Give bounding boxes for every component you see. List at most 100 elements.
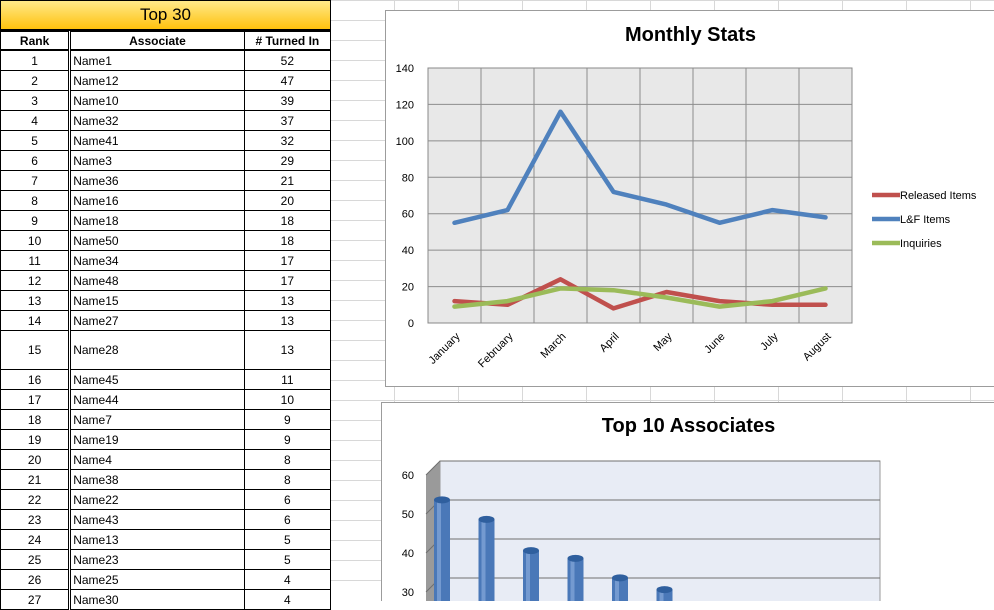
associate-cell[interactable]: Name19 <box>68 429 245 450</box>
rank-cell[interactable]: 13 <box>0 290 71 311</box>
associate-header[interactable]: Associate <box>68 31 245 51</box>
turned-in-cell[interactable]: 4 <box>243 569 332 590</box>
table-row: 22 Name22 6 <box>0 489 332 510</box>
monthly-stats-chart[interactable]: Monthly Stats 0 20 40 60 80 100 120 140 January F… <box>385 10 994 387</box>
associate-cell[interactable]: Name34 <box>68 250 245 271</box>
rank-cell[interactable]: 18 <box>0 409 71 430</box>
associate-cell[interactable]: Name28 <box>68 330 245 370</box>
associate-cell[interactable]: Name48 <box>68 270 245 291</box>
bar <box>434 499 450 601</box>
turned-in-cell[interactable]: 39 <box>243 90 332 111</box>
associate-cell[interactable]: Name15 <box>68 290 245 311</box>
associate-cell[interactable]: Name43 <box>68 509 245 530</box>
bar-highlight <box>615 577 619 601</box>
turned-in-cell[interactable]: 9 <box>243 409 332 430</box>
turned-in-cell[interactable]: 10 <box>243 389 332 410</box>
rank-cell[interactable]: 3 <box>0 90 71 111</box>
associate-cell[interactable]: Name22 <box>68 489 245 510</box>
associate-cell[interactable]: Name18 <box>68 210 245 231</box>
rank-cell[interactable]: 11 <box>0 250 71 271</box>
associate-cell[interactable]: Name32 <box>68 110 245 131</box>
associate-cell[interactable]: Name38 <box>68 469 245 490</box>
turned-in-cell[interactable]: 18 <box>243 230 332 251</box>
table-row: 12 Name48 17 <box>0 270 332 291</box>
rank-cell[interactable]: 5 <box>0 130 71 151</box>
turned-in-cell[interactable]: 6 <box>243 509 332 530</box>
associate-cell[interactable]: Name3 <box>68 150 245 171</box>
rank-cell[interactable]: 21 <box>0 469 71 490</box>
legend-label: Released Items <box>900 190 977 202</box>
y-tick-label: 100 <box>396 136 414 148</box>
turned-in-cell[interactable]: 8 <box>243 469 332 490</box>
table-row: 2 Name12 47 <box>0 70 332 91</box>
y-tick-label: 50 <box>402 509 414 521</box>
turned-in-cell[interactable]: 17 <box>243 250 332 271</box>
turned-in-header[interactable]: # Turned In <box>243 31 332 51</box>
turned-in-cell[interactable]: 21 <box>243 170 332 191</box>
rank-cell[interactable]: 25 <box>0 549 71 570</box>
associate-cell[interactable]: Name36 <box>68 170 245 191</box>
associate-cell[interactable]: Name44 <box>68 389 245 410</box>
turned-in-cell[interactable]: 29 <box>243 150 332 171</box>
turned-in-cell[interactable]: 13 <box>243 290 332 311</box>
bar-highlight <box>659 589 664 601</box>
rank-cell[interactable]: 7 <box>0 170 71 191</box>
turned-in-cell[interactable]: 32 <box>243 130 332 151</box>
plot-wall <box>439 460 881 601</box>
legend-label: Inquiries <box>900 238 942 250</box>
turned-in-cell[interactable]: 52 <box>243 49 332 71</box>
associate-cell[interactable]: Name7 <box>68 409 245 430</box>
associate-cell[interactable]: Name4 <box>68 449 245 470</box>
rank-cell[interactable]: 12 <box>0 270 71 291</box>
turned-in-cell[interactable]: 11 <box>243 369 332 390</box>
turned-in-cell[interactable]: 5 <box>243 549 332 570</box>
bar-highlight <box>437 499 441 601</box>
rank-header[interactable]: Rank <box>0 31 71 51</box>
associate-cell[interactable]: Name13 <box>68 529 245 550</box>
rank-cell[interactable]: 4 <box>0 110 71 131</box>
rank-cell[interactable]: 10 <box>0 230 71 251</box>
turned-in-cell[interactable]: 6 <box>243 489 332 510</box>
rank-cell[interactable]: 22 <box>0 489 71 510</box>
associate-cell[interactable]: Name50 <box>68 230 245 251</box>
rank-cell[interactable]: 26 <box>0 569 71 590</box>
turned-in-cell[interactable]: 18 <box>243 210 332 231</box>
rank-cell[interactable]: 6 <box>0 150 71 171</box>
rank-cell[interactable]: 1 <box>0 49 71 71</box>
turned-in-cell[interactable]: 47 <box>243 70 332 91</box>
associate-cell[interactable]: Name27 <box>68 310 245 331</box>
rank-cell[interactable]: 17 <box>0 389 71 410</box>
turned-in-cell[interactable]: 13 <box>243 330 332 370</box>
turned-in-cell[interactable]: 9 <box>243 429 332 450</box>
rank-cell[interactable]: 8 <box>0 190 71 211</box>
turned-in-cell[interactable]: 5 <box>243 529 332 550</box>
rank-cell[interactable]: 20 <box>0 449 71 470</box>
associate-cell[interactable]: Name23 <box>68 549 245 570</box>
associate-cell[interactable]: Name41 <box>68 130 245 151</box>
turned-in-cell[interactable]: 20 <box>243 190 332 211</box>
associate-cell[interactable]: Name10 <box>68 90 245 111</box>
turned-in-cell[interactable]: 13 <box>243 310 332 331</box>
rank-cell[interactable]: 24 <box>0 529 71 550</box>
top-10-associates-chart[interactable]: Top 10 Associates 30 40 50 60 <box>381 402 994 601</box>
rank-cell[interactable]: 15 <box>0 330 71 370</box>
x-tick-label: August <box>801 331 834 364</box>
associate-cell[interactable]: Name12 <box>68 70 245 91</box>
table-row: 8 Name16 20 <box>0 190 332 211</box>
rank-cell[interactable]: 14 <box>0 310 71 331</box>
rank-cell[interactable]: 19 <box>0 429 71 450</box>
rank-cell[interactable]: 2 <box>0 70 71 91</box>
turned-in-cell[interactable]: 8 <box>243 449 332 470</box>
associate-cell[interactable]: Name16 <box>68 190 245 211</box>
rank-cell[interactable]: 9 <box>0 210 71 231</box>
y-tick-label: 140 <box>396 63 414 75</box>
turned-in-cell[interactable]: 37 <box>243 110 332 131</box>
turned-in-cell[interactable]: 17 <box>243 270 332 291</box>
associate-cell[interactable]: Name1 <box>68 49 245 71</box>
associate-cell[interactable]: Name25 <box>68 569 245 590</box>
table-title[interactable]: Top 30 <box>0 0 331 31</box>
rank-cell[interactable]: 16 <box>0 369 71 390</box>
y-tick-label: 120 <box>396 99 414 111</box>
rank-cell[interactable]: 23 <box>0 509 71 530</box>
associate-cell[interactable]: Name45 <box>68 369 245 390</box>
